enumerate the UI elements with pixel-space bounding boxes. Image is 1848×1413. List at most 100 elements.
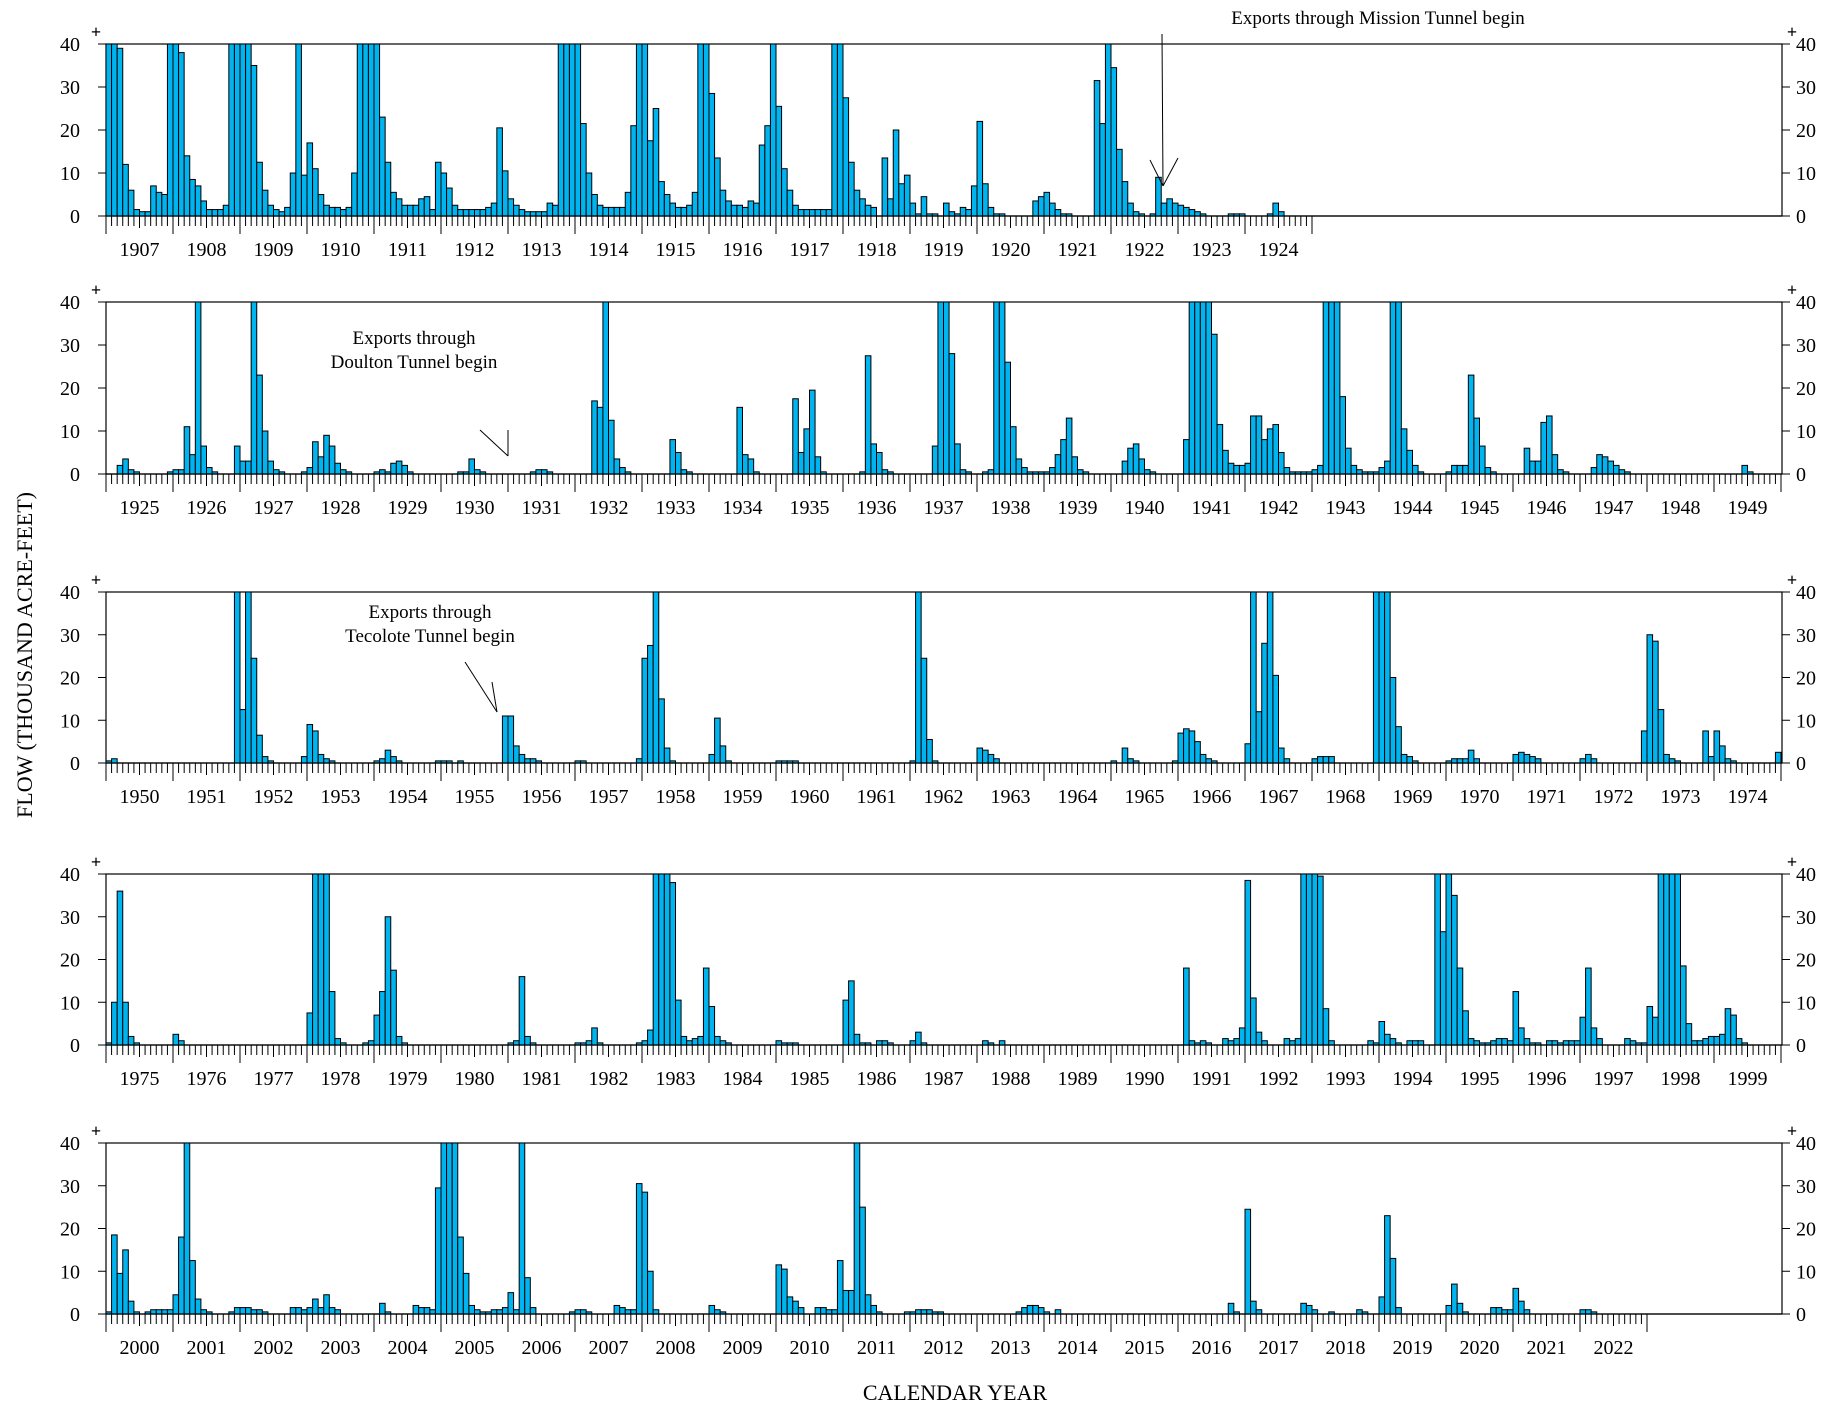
bar-1972-m12 [1640,730,1648,764]
bar-1920-m2 [982,183,989,217]
bar-1967-m5 [1266,591,1274,764]
bar-1971-m5 [1534,758,1542,764]
bar-1913-m2 [513,204,520,217]
bar-1952-m3 [250,657,258,764]
bar-1909-m2 [245,43,252,217]
year-label: 1932 [589,497,629,519]
bar-1994-m6 [1406,1040,1414,1046]
y-tick-label-right: 30 [1796,77,1816,99]
bar-1983-m10 [691,1038,699,1046]
bar-1992-m10 [1294,1038,1302,1046]
year-label: 1971 [1527,786,1567,808]
bar-1997-m10 [1629,1040,1637,1046]
year-label: 1991 [1192,1068,1232,1090]
bar-1969-m2 [1384,591,1391,764]
bar-1986-m3 [853,1033,861,1046]
bar-1945-m8 [1484,467,1492,475]
bar-1917-m4 [792,204,799,217]
bar-1995-m2 [1451,894,1458,1046]
bar-1938-m5 [998,301,1006,475]
bar-1912-m10 [490,202,498,217]
bar-1991-m5 [1199,1040,1207,1046]
y-tick-label-right: 20 [1796,120,1816,142]
year-label: 1995 [1460,1068,1500,1090]
bar-1939-m5 [1065,417,1073,475]
bar-1994-m1 [1378,1020,1386,1046]
bar-2005-m12 [501,1307,509,1315]
bar-1917-m6 [803,209,810,217]
overflow-marker-left: + [91,852,101,872]
bar-1973-m5 [1668,758,1676,764]
bar-2004-m10 [423,1307,431,1315]
bar-1911-m3 [384,161,392,217]
bar-1916-m6 [736,204,743,217]
bar-1927-m5 [261,430,269,475]
bar-1908-m6 [200,200,207,217]
bar-2022-m1 [1579,1309,1587,1315]
bar-1942-m4 [1261,439,1268,475]
bar-2004-m9 [418,1307,425,1315]
annotation-arrow [491,681,498,713]
bar-1937-m9 [954,443,961,475]
bar-2011-m3 [853,1142,861,1315]
bar-1918-m11 [898,183,905,217]
bar-1928-m2 [312,441,319,475]
annotation-arrow [1161,33,1164,187]
y-tick-label-left: 0 [70,1035,80,1057]
bar-1992-m9 [1289,1040,1296,1046]
bar-1928-m1 [306,467,314,475]
bar-1998-m2 [1652,1016,1659,1046]
bar-1956-m5 [529,758,537,764]
year-label: 1953 [321,786,361,808]
bar-1944-m6 [1406,449,1414,475]
bar-1958-m4 [658,698,665,764]
bar-1912-m6 [468,209,476,217]
bar-1945-m3 [1456,464,1464,475]
bar-1916-m1 [708,92,716,217]
bar-1999-m1 [1713,1035,1721,1046]
bar-2010-m8 [814,1307,822,1315]
year-label: 1978 [321,1068,361,1090]
year-label: 1965 [1125,786,1165,808]
bar-1930-m7 [474,469,481,475]
bar-2021-m1 [1512,1287,1520,1315]
bar-1985-m1 [775,1040,783,1046]
year-label: 1926 [187,497,227,519]
year-label: 1938 [991,497,1031,519]
bar-1998-m10 [1696,1040,1704,1046]
bar-1917-m11 [831,43,838,217]
bar-1976-m1 [172,1033,180,1046]
year-label: 2007 [589,1337,629,1359]
year-label: 2001 [187,1337,227,1359]
bar-1934-m8 [747,458,755,475]
bar-2001-m12 [233,1307,241,1315]
bar-1921-m11 [1099,123,1106,217]
year-label: 1908 [187,239,227,261]
bar-1969-m3 [1389,677,1397,764]
bar-1940-m6 [1138,458,1146,475]
bar-1954-m4 [390,756,397,764]
bar-2003-m2 [312,1298,319,1315]
y-tick-label-right: 20 [1796,668,1816,690]
bar-1943-m7 [1345,447,1352,475]
bar-1994-m2 [1384,1033,1391,1046]
bar-1912-m9 [485,206,492,217]
bar-1936-m6 [870,443,877,475]
bar-1943-m5 [1333,301,1341,475]
bar-1991-m12 [1238,1027,1246,1046]
bar-1979-m1 [373,1014,381,1046]
bar-1914-m8 [613,206,621,217]
y-tick-label-right: 0 [1796,1304,1806,1326]
bar-2011-m6 [870,1304,877,1315]
bar-1915-m6 [669,202,676,217]
bar-1937-m10 [959,469,967,475]
bar-1924-m7 [1278,211,1285,217]
bar-1941-m6 [1205,301,1213,475]
bar-1979-m4 [390,969,397,1046]
bar-1943-m9 [1356,469,1363,475]
bar-1916-m10 [758,144,766,217]
bar-2000-m3 [116,1272,124,1315]
bar-2000-m11 [161,1309,168,1315]
bar-1978-m4 [323,873,330,1046]
y-tick-label-left: 0 [70,464,80,486]
